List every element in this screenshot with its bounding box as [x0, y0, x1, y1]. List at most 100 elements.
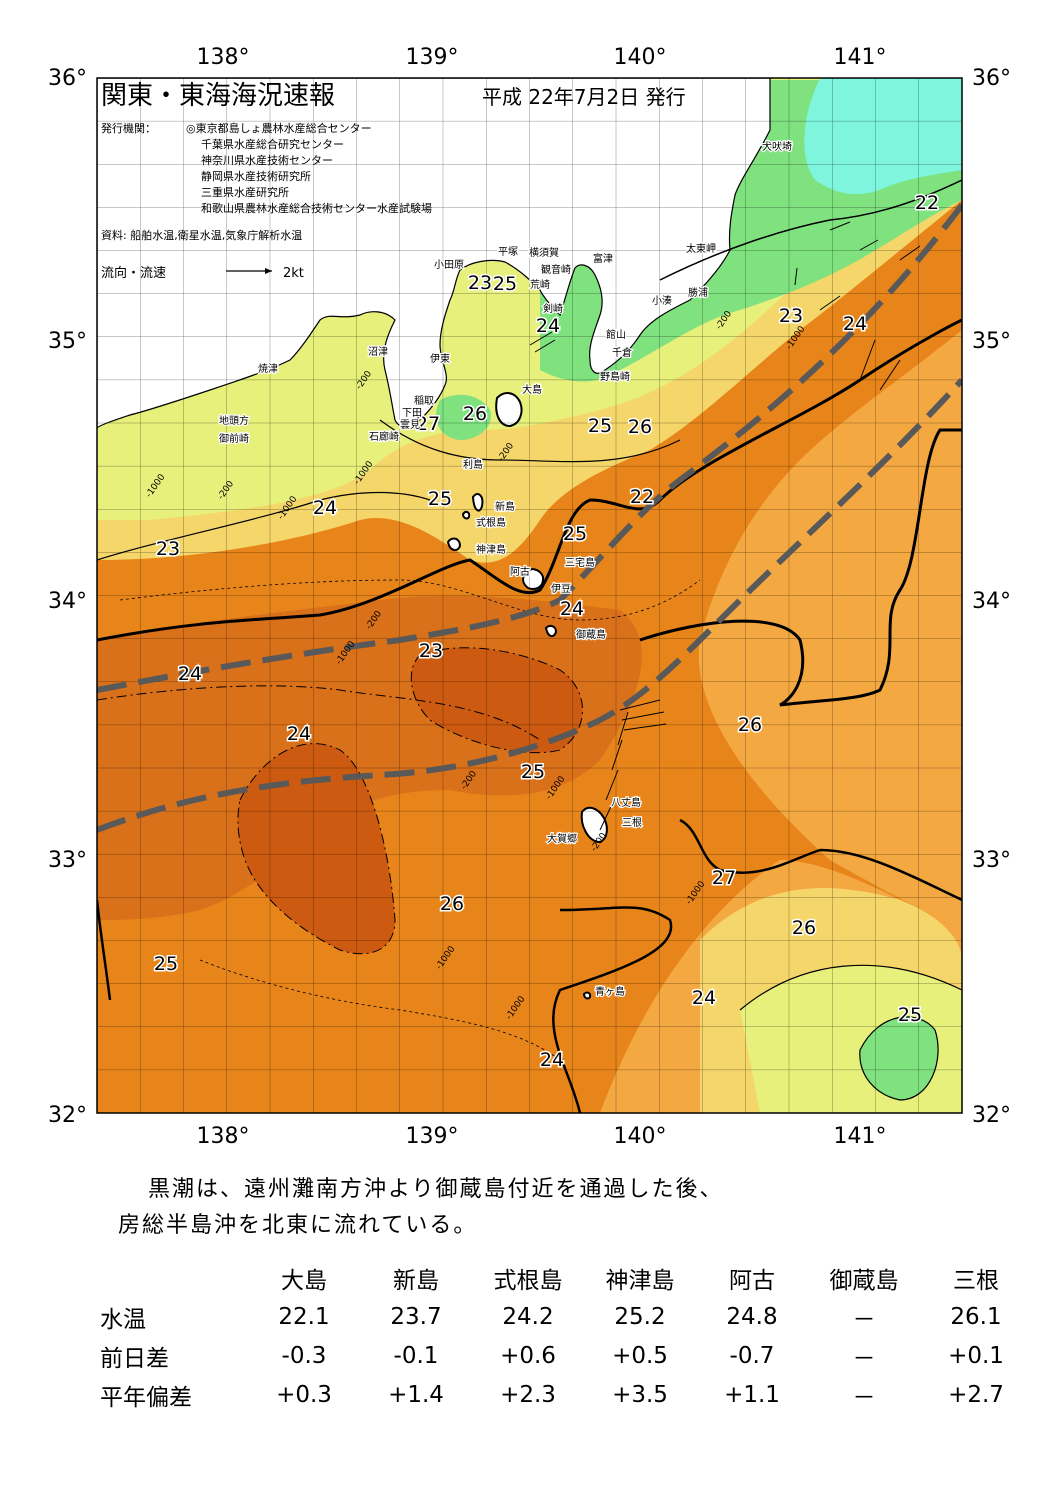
place-name: 阿古 [510, 565, 530, 578]
place-name: 下田 [402, 408, 422, 419]
summary-line-2: 房総半島沖を北東に流れている。 [118, 1213, 478, 1238]
isotherm-label: 24 [540, 1049, 564, 1071]
table-cell: 24.8 [726, 1303, 778, 1330]
table-row: 水温 22.1 23.7 24.2 25.2 24.8 － 26.1 [100, 1297, 1032, 1336]
place-name: 青ヶ島 [595, 985, 625, 998]
lon-label-bottom: 139° [406, 1124, 459, 1149]
lon-label-top: 140° [614, 45, 667, 70]
isotherm-label: 24 [178, 663, 202, 685]
issue-date: 平成 22年7月2日 発行 [482, 85, 686, 109]
current-vectors [529, 221, 921, 831]
place-name: 利島 [463, 458, 483, 471]
publisher-name: 和歌山県農林水産総合技術センター水産試験場 [201, 201, 432, 215]
isotherm-label: 27 [712, 867, 736, 889]
place-name: 大賀郷 [547, 832, 577, 845]
isotherm-label: 24 [843, 313, 867, 335]
lon-label-top: 139° [406, 45, 459, 70]
table-header-row: 大島 新島 式根島 神津島 阿古 御蔵島 三根 [100, 1258, 1032, 1297]
isotherm-label: 25 [521, 761, 545, 783]
table-cell: -0.3 [281, 1342, 327, 1369]
table-cell: 26.1 [950, 1303, 1002, 1330]
table-cell: +0.5 [612, 1342, 668, 1369]
isotherm-label: 23 [156, 538, 180, 560]
place-name: 稲取 [414, 395, 434, 407]
publisher-name: ◎東京都島しょ農林水産総合センター [186, 121, 372, 135]
column-header: 式根島 [493, 1267, 563, 1294]
place-name: 御前崎 [219, 432, 249, 445]
place-name: 式根島 [476, 516, 506, 529]
place-name: 小湊 [652, 294, 672, 307]
lat-label-left: 32° [48, 1103, 87, 1128]
isotherm-label: 25 [563, 523, 587, 545]
place-name: 沼津 [368, 345, 388, 358]
summary-text: 黒潮は、遠州灘南方沖より御蔵島付近を通過した後、 房総半島沖を北東に流れている。 [118, 1172, 918, 1244]
table-cell: +3.5 [612, 1381, 668, 1408]
summary-line-1: 黒潮は、遠州灘南方沖より御蔵島付近を通過した後、 [148, 1177, 724, 1202]
isotherm-label: 24 [536, 315, 560, 337]
lon-label-bottom: 138° [197, 1124, 250, 1149]
lat-label-left: 34° [48, 589, 87, 614]
publisher-label: 発行機関： [101, 121, 156, 135]
publisher-list: ◎東京都島しょ農林水産総合センター千葉県水産総合研究センター神奈川県水産技術セン… [186, 121, 432, 215]
table-cell: － [852, 1345, 876, 1372]
row-label: 水温 [100, 1306, 146, 1333]
table-cell: +0.6 [500, 1342, 556, 1369]
lat-label-left: 33° [48, 848, 87, 873]
lat-label-right: 35° [972, 329, 1011, 354]
table-row: 前日差 -0.3 -0.1 +0.6 +0.5 -0.7 － +0.1 [100, 1336, 1032, 1375]
table-cell: -0.1 [393, 1342, 439, 1369]
column-header: 御蔵島 [829, 1267, 899, 1294]
place-name: 勝浦 [688, 286, 708, 299]
isotherm-label: 24 [560, 598, 584, 620]
place-name: 焼津 [258, 363, 278, 375]
column-header: 阿古 [729, 1267, 775, 1294]
current-scale-label: 2kt [283, 266, 304, 281]
isotherm-label: 26 [463, 403, 487, 425]
row-label: 平年偏差 [100, 1384, 192, 1411]
data-sources: 資料: 船舶水温,衛星水温,気象庁解析水温 [101, 228, 302, 242]
table-cell: +0.3 [276, 1381, 332, 1408]
place-name: 御蔵島 [576, 628, 606, 641]
isotherm-label: 24 [692, 987, 716, 1009]
sea-temperature-map: 関東・東海海況速報 平成 22年7月2日 発行 発行機関： ◎東京都島しょ農林水… [48, 45, 1011, 1149]
row-label: 前日差 [100, 1345, 169, 1372]
isotherm-label: 23 [779, 305, 803, 327]
current-legend-label: 流向・流速 [101, 265, 166, 281]
map-title: 関東・東海海況速報 [101, 81, 335, 111]
place-name: 富津 [593, 252, 613, 265]
place-name: 八丈島 [611, 796, 641, 809]
isotherm-label: 27 [416, 413, 440, 435]
isotherm-label: 25 [898, 1004, 922, 1026]
isotherm-label: 22 [915, 192, 939, 214]
place-name: 野島崎 [600, 370, 630, 383]
column-header: 大島 [281, 1267, 327, 1294]
place-name: 雲見 [400, 419, 420, 431]
lat-label-left: 36° [48, 66, 87, 91]
place-name: 三宅島 [565, 556, 595, 569]
place-name: 太東岬 [686, 242, 716, 255]
table-cell: 25.2 [614, 1303, 666, 1330]
table-cell: 24.2 [502, 1303, 554, 1330]
axis-labels: 138° 138° 139° 139° 140° 140° 141° 141° 36° 36° 35… [48, 45, 1011, 1149]
grid [97, 78, 962, 1113]
place-name: 神津島 [476, 543, 506, 556]
isotherm-label: 24 [313, 497, 337, 519]
place-name: 大島 [522, 383, 542, 396]
isotherms [97, 179, 962, 1113]
table-cell: 22.1 [278, 1303, 330, 1330]
lat-label-right: 33° [972, 848, 1011, 873]
isotherm-label: 25 [493, 273, 517, 295]
lon-label-bottom: 140° [614, 1124, 667, 1149]
place-name: 新島 [495, 500, 515, 513]
isotherm-label: 24 [287, 723, 311, 745]
island-temperature-table: 大島 新島 式根島 神津島 阿古 御蔵島 三根 水温 22.1 23.7 24.… [100, 1258, 1032, 1414]
place-name: 三根 [622, 816, 642, 829]
kuroshio-axis [97, 203, 962, 833]
place-name: 横須賀 [529, 246, 559, 259]
column-header: 三根 [953, 1267, 999, 1294]
place-name: 荒崎 [530, 278, 550, 291]
isotherm-label: 25 [428, 488, 452, 510]
lon-label-top: 141° [834, 45, 887, 70]
publisher-name: 神奈川県水産技術センター [201, 153, 333, 167]
